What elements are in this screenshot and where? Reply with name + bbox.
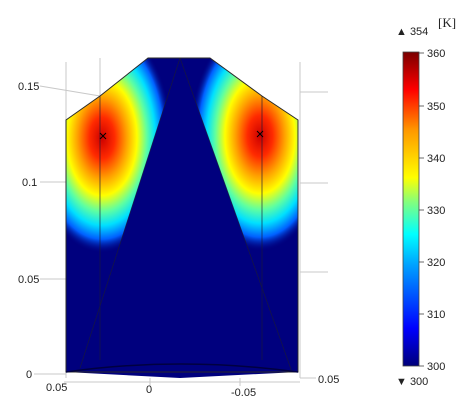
legend-tick: 350 (427, 101, 445, 113)
geometry-outline (65, 57, 299, 373)
colorbar (402, 51, 420, 367)
max-marker-points (99, 130, 264, 140)
colorbar-ticks (419, 52, 424, 367)
legend-max-marker: ▲ 354 (396, 26, 428, 38)
color-legend: [K] ▲ 354 360 350 340 330 320 310 300 ▼ … (396, 15, 456, 388)
y-axis-ticks: 0.05 (318, 374, 339, 386)
legend-unit: [K] (438, 15, 456, 30)
legend-tick: 340 (427, 153, 445, 165)
legend-tick: 330 (427, 205, 445, 217)
legend-tick: 300 (427, 361, 445, 373)
x-tick: 0.05 (46, 382, 67, 394)
z-axis-ticks: 0.15 0.1 0.05 0 (18, 81, 39, 381)
geometry-surface (65, 57, 299, 378)
z-tick: 0 (26, 369, 32, 381)
z-tick: 0.15 (18, 81, 39, 93)
x-axis-ticks: 0.05 0 -0.05 (46, 382, 256, 399)
x-tick: 0 (146, 384, 152, 396)
x-tick: -0.05 (231, 387, 256, 399)
y-tick: 0.05 (318, 374, 339, 386)
z-tick: 0.05 (18, 274, 39, 286)
legend-tick: 320 (427, 257, 445, 269)
legend-tick: 310 (427, 309, 445, 321)
z-tick: 0.1 (22, 177, 37, 189)
legend-tick: 360 (427, 48, 445, 60)
legend-min-marker: ▼ 300 (396, 376, 428, 388)
